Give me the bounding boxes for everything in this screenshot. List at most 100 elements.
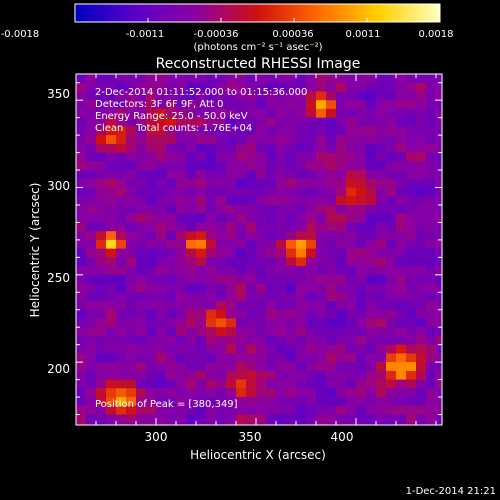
heatmap-cell [376,301,387,311]
heatmap-cell [186,344,197,354]
heatmap-cell [436,222,442,232]
heatmap-cell [306,91,317,101]
heatmap-cell [286,91,297,101]
heatmap-cell [196,423,207,425]
heatmap-cell [96,117,107,127]
heatmap-cell [416,370,427,381]
heatmap-cell [166,274,177,285]
heatmap-cell [356,231,367,241]
heatmap-cell [286,196,297,206]
heatmap-cell [216,117,227,127]
heatmap-cell [136,257,147,267]
heatmap-cell [236,379,247,389]
heatmap-cell [416,362,427,372]
heatmap-cell [326,405,337,416]
heatmap-cell [366,196,377,206]
heatmap-cell [156,161,167,171]
heatmap-cell [106,143,117,154]
heatmap-cell [186,274,197,285]
heatmap-cell [226,143,237,154]
heatmap-cell [286,405,297,416]
heatmap-cell [126,301,137,311]
heatmap-cell [336,91,347,101]
heatmap-cell [356,301,367,311]
heatmap-cell [446,196,457,205]
heatmap-cell [236,222,247,232]
heatmap-cell [126,100,137,110]
heatmap-cell [196,196,207,206]
heatmap-cell [296,362,307,372]
heatmap-cell [336,414,347,424]
heatmap-cell [266,222,277,232]
heatmap-cell [346,100,357,110]
heatmap-cell [406,170,417,180]
heatmap-cell [406,74,417,84]
heatmap-cell [146,231,157,241]
heatmap-cell [276,414,287,424]
heatmap-cell [166,414,177,424]
heatmap-cell [216,301,227,311]
heatmap-cell [76,196,87,206]
heatmap-cell [196,108,207,119]
heatmap-cell [236,370,247,381]
heatmap-cell [176,309,187,319]
heatmap-cell [376,318,387,328]
heatmap-cell [96,397,107,407]
heatmap-cell [76,414,87,424]
heatmap-cell [356,170,367,180]
heatmap-cell [116,74,127,84]
heatmap-cell [366,335,377,346]
heatmap-cell [106,266,117,276]
heatmap-cell [126,423,137,425]
heatmap-cell [446,275,457,284]
heatmap-cell [206,187,217,197]
heatmap-cell [316,414,327,424]
heatmap-cell [266,266,277,276]
heatmap-cell [126,414,137,424]
heatmap-cell [426,161,437,171]
heatmap-cell [296,161,307,171]
heatmap-cell [166,353,177,363]
heatmap-cell [256,283,267,293]
heatmap-cell [226,292,237,302]
heatmap-cell [436,318,442,328]
heatmap-cell [356,283,367,293]
heatmap-cell [356,266,367,276]
heatmap-cell [126,205,137,215]
plot-frame [75,73,443,426]
heatmap-cell [106,82,117,92]
heatmap-cell [86,335,97,346]
heatmap-cell [406,135,417,145]
heatmap-cell [386,327,397,337]
heatmap-cell [226,126,237,136]
heatmap-cell [336,187,347,197]
heatmap-cell [316,292,327,302]
heatmap-cell [426,309,437,319]
heatmap-cell [226,231,237,241]
heatmap-cell [426,318,437,328]
heatmap-cell [96,353,107,363]
heatmap-cell [326,344,337,354]
heatmap-cell [336,231,347,241]
heatmap-cell [326,187,337,197]
heatmap-cell [156,205,167,215]
heatmap-cell [326,414,337,424]
heatmap-cell [116,161,127,171]
heatmap-cell [256,274,267,285]
heatmap-cell [146,266,157,276]
heatmap-cell [446,362,457,371]
heatmap-cell [356,117,367,127]
heatmap-cell [146,344,157,354]
heatmap-cell [376,170,387,180]
heatmap-cell [176,231,187,241]
heatmap-cell [206,432,217,441]
heatmap-cell [196,231,207,241]
heatmap-cell [76,344,87,354]
heatmap-cell [76,283,87,293]
heatmap-cell [446,179,457,188]
heatmap-cell [76,143,87,154]
heatmap-cell [266,309,277,319]
heatmap-cell [306,178,317,189]
heatmap-cell [376,283,387,293]
heatmap-cell [406,82,417,92]
